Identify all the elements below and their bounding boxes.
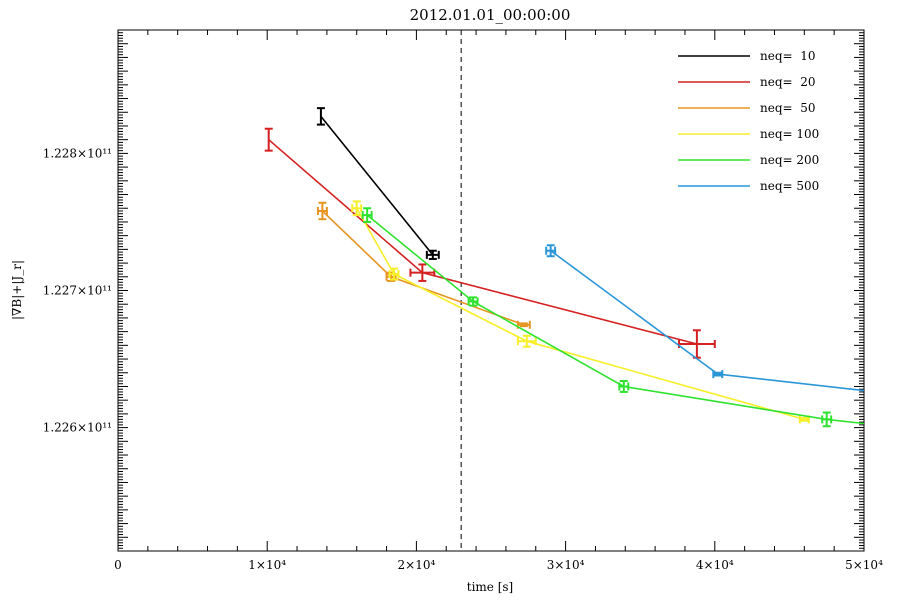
legend-label: neq= 20 (760, 75, 815, 89)
data-point (618, 379, 630, 393)
legend-label: neq= 200 (760, 153, 819, 167)
series-0 (316, 107, 440, 260)
series-line (320, 115, 434, 256)
legend: neq= 10 neq= 20 neq= 50 neq= 100 neq= 200 neq… (678, 49, 819, 193)
series-line (366, 214, 864, 425)
legend-label: neq= 10 (760, 49, 815, 63)
chart-title: 2012.01.01_00:00:00 (410, 6, 571, 24)
series-1 (264, 127, 716, 359)
y-tick-label: 1.228×10¹¹ (43, 146, 112, 160)
data-point (545, 244, 557, 258)
data-point (264, 127, 273, 152)
series-line (356, 207, 805, 421)
x-tick-label: 0 (114, 558, 122, 572)
data-point (677, 329, 716, 359)
legend-label: neq= 500 (760, 179, 819, 193)
series-line (550, 250, 864, 392)
series-4 (361, 207, 864, 428)
data-point (712, 370, 724, 379)
y-tick-label: 1.226×10¹¹ (43, 421, 112, 435)
series-2 (316, 201, 531, 329)
data-point (316, 107, 325, 126)
series-5 (545, 244, 864, 392)
series-line (268, 139, 698, 345)
x-tick-label: 5×10⁴ (845, 558, 883, 572)
x-tick-label: 1×10⁴ (248, 558, 286, 572)
x-tick-label: 4×10⁴ (696, 558, 734, 572)
data-point (351, 200, 363, 217)
x-axis-label: time [s] (467, 580, 513, 594)
legend-label: neq= 50 (760, 101, 815, 115)
series-3 (351, 200, 810, 424)
data-point (425, 249, 440, 260)
y-axis-label: |∇B|+|J_r| (10, 260, 24, 320)
data-point (361, 207, 373, 223)
data-point (316, 201, 328, 221)
data-point (821, 411, 833, 428)
legend-label: neq= 100 (760, 127, 819, 141)
y-tick-label: 1.227×10¹¹ (43, 284, 112, 298)
data-point (516, 334, 537, 348)
x-tick-label: 2×10⁴ (398, 558, 436, 572)
data-point (467, 296, 479, 307)
x-tick-label: 3×10⁴ (547, 558, 585, 572)
data-point (388, 267, 400, 281)
